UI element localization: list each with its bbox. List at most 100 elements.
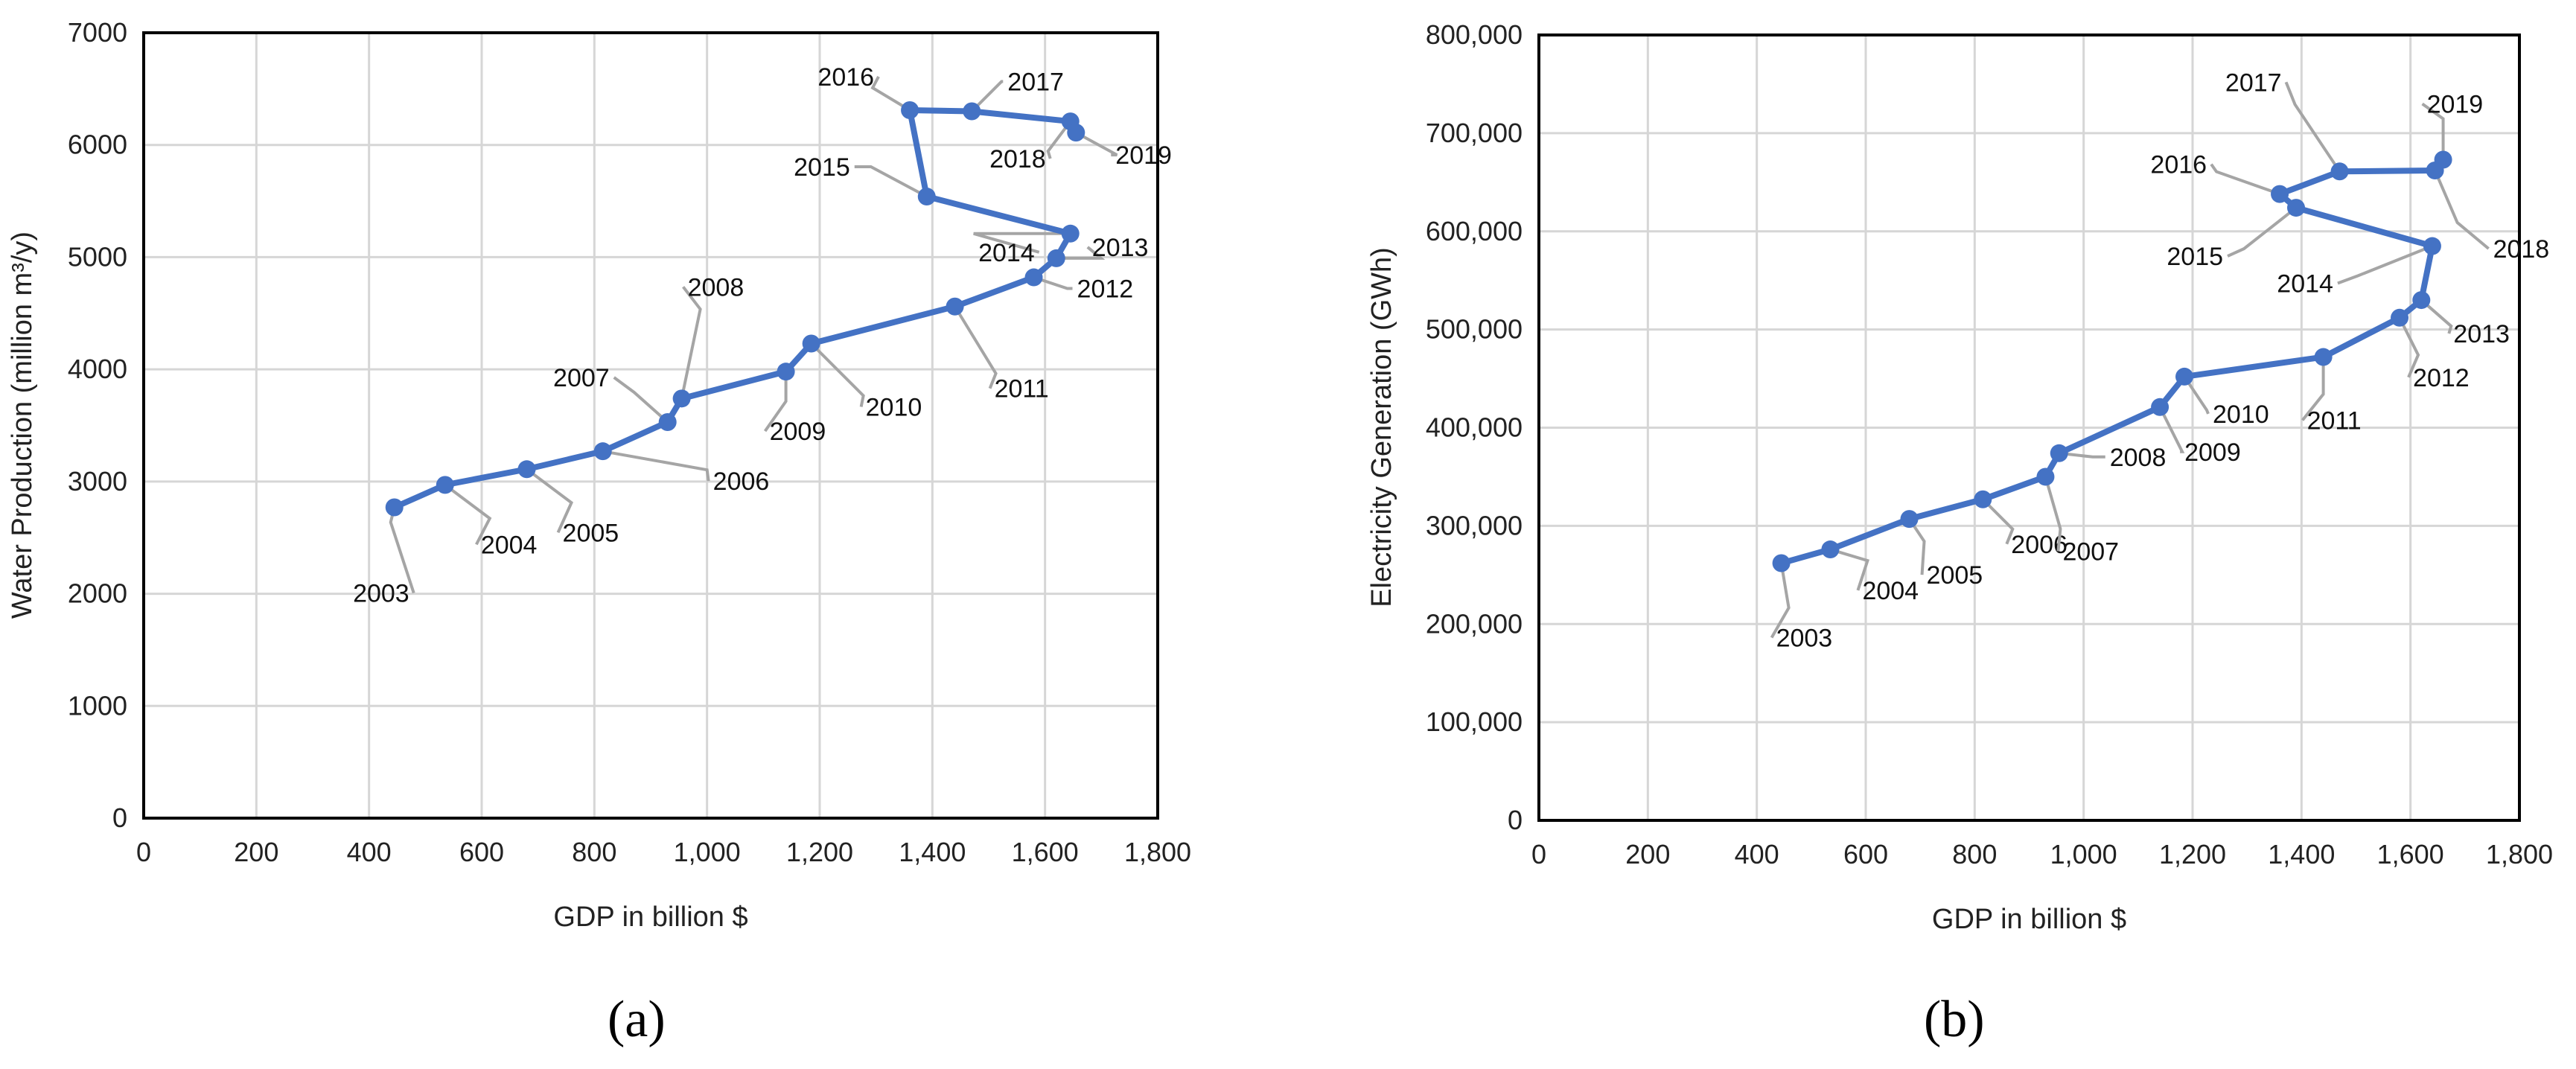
- x-tick-label: 1,600: [1012, 837, 1079, 867]
- y-tick-label: 700,000: [1426, 118, 1523, 148]
- point-label-2018: 2018: [2493, 235, 2550, 264]
- x-tick-label: 800: [572, 837, 616, 867]
- leader-line: [2044, 476, 2062, 552]
- point-label-2019: 2019: [1115, 141, 1172, 170]
- chart-b-electricity-generation: 0 200 400 600 800 1,000 1,200 1,400 1,600 1,800 0 1…: [1366, 19, 2553, 935]
- point-label-2009: 2009: [770, 418, 826, 446]
- x-tick-label: 0: [136, 837, 151, 867]
- point-label-2013: 2013: [1092, 234, 1149, 262]
- x-axis-title: GDP in billion $: [1932, 904, 2126, 935]
- data-point-2013: [2412, 291, 2431, 310]
- data-point-2003: [1772, 554, 1791, 572]
- x-tick-label: 1,000: [2050, 839, 2117, 869]
- data-point-2017: [2330, 162, 2349, 181]
- leader-line: [810, 342, 865, 407]
- data-point-2019: [2434, 150, 2452, 169]
- data-point-2010: [802, 334, 820, 353]
- data-point-2004: [1821, 540, 1840, 559]
- leader-line: [970, 80, 1004, 112]
- point-label-2010: 2010: [2213, 401, 2269, 429]
- point-label-2015: 2015: [2167, 243, 2223, 271]
- y-tick-label: 800,000: [1426, 19, 1523, 50]
- leader-line: [2059, 451, 2105, 459]
- point-label-2015: 2015: [794, 153, 850, 182]
- data-point-2015: [2287, 199, 2306, 217]
- leader-line: [526, 468, 574, 534]
- point-label-2012: 2012: [1077, 275, 1134, 304]
- point-label-2008: 2008: [688, 273, 745, 301]
- y-tick-label: 6000: [68, 130, 127, 160]
- plot-frame: [142, 31, 1159, 820]
- y-axis-title: Electricity Generation (GWh): [1366, 247, 1397, 607]
- point-label-2010: 2010: [866, 393, 922, 421]
- y-tick-label: 0: [112, 802, 127, 833]
- data-point-2012: [1024, 268, 1043, 287]
- data-point-2008: [2050, 444, 2068, 462]
- data-point-2003: [385, 498, 404, 517]
- data-point-2011: [946, 297, 964, 316]
- leader-line: [2210, 163, 2280, 196]
- x-tick-label: 1,200: [2159, 839, 2226, 869]
- point-label-2019: 2019: [2427, 90, 2484, 118]
- leader-line: [2183, 375, 2210, 415]
- point-label-2007: 2007: [2062, 537, 2119, 566]
- leader-line: [2284, 81, 2341, 173]
- data-point-2005: [1900, 510, 1919, 529]
- data-point-2007: [658, 412, 677, 431]
- x-axis-title: GDP in billion $: [553, 902, 747, 933]
- x-tick-label: 600: [459, 837, 504, 867]
- leader-line: [2158, 406, 2185, 453]
- data-point-2009: [2151, 398, 2169, 416]
- y-tick-label: 400,000: [1426, 412, 1523, 443]
- leader-line: [1056, 246, 1106, 260]
- chart-a-water-production: 0 200 400 600 800 1,000 1,200 1,400 1,600 1,800 0 1…: [7, 17, 1191, 933]
- point-label-2011: 2011: [2307, 407, 2362, 435]
- data-point-2006: [593, 442, 612, 461]
- data-point-2005: [517, 460, 536, 479]
- y-axis-title: Water Production (million m³/y): [7, 232, 38, 619]
- point-label-2014: 2014: [2277, 270, 2333, 299]
- y-tick-label: 300,000: [1426, 510, 1523, 540]
- point-label-2014: 2014: [978, 239, 1035, 267]
- data-point-2016: [901, 100, 919, 119]
- data-point-2014: [2423, 237, 2441, 255]
- y-tick-label: 200,000: [1426, 608, 1523, 639]
- point-label-2005: 2005: [1927, 561, 1983, 590]
- leader-line: [973, 232, 1071, 254]
- leader-line: [2433, 170, 2490, 250]
- data-point-2012: [2391, 308, 2409, 327]
- y-tick-label: 4000: [68, 354, 127, 384]
- x-tick-label: 1,800: [1124, 837, 1191, 867]
- x-tick-label: 1,400: [2268, 839, 2335, 869]
- leader-line: [1046, 120, 1072, 159]
- leader-line: [444, 483, 492, 546]
- point-label-2013: 2013: [2453, 320, 2510, 348]
- point-label-2009: 2009: [2184, 438, 2241, 467]
- data-point-2011: [2314, 348, 2333, 366]
- x-tick-label: 200: [1625, 839, 1670, 869]
- data-point-2004: [436, 476, 454, 494]
- point-label-2011: 2011: [995, 375, 1049, 403]
- data-point-2016: [2271, 185, 2289, 203]
- point-label-2016: 2016: [817, 63, 874, 92]
- leader-line: [1033, 275, 1073, 290]
- leader-line: [1075, 131, 1118, 157]
- x-tick-label: 1,200: [786, 837, 853, 867]
- x-tick-label: 1,800: [2486, 839, 2553, 869]
- point-label-2016: 2016: [2150, 151, 2207, 179]
- point-label-2017: 2017: [1007, 68, 1064, 97]
- x-tick-label: 400: [347, 837, 392, 867]
- point-label-2008: 2008: [2110, 444, 2167, 472]
- y-tick-label: 500,000: [1426, 314, 1523, 345]
- y-tick-label: 7000: [68, 17, 127, 48]
- x-tick-label: 400: [1735, 839, 1779, 869]
- x-tick-label: 800: [1952, 839, 1997, 869]
- leader-line: [1907, 518, 1926, 575]
- point-label-2005: 2005: [563, 519, 619, 547]
- leader-line: [2421, 102, 2445, 160]
- data-point-2015: [917, 188, 936, 206]
- point-label-2004: 2004: [481, 531, 538, 559]
- y-tick-label: 0: [1508, 805, 1523, 835]
- point-label-2017: 2017: [2225, 68, 2282, 97]
- leader-line: [2227, 206, 2298, 258]
